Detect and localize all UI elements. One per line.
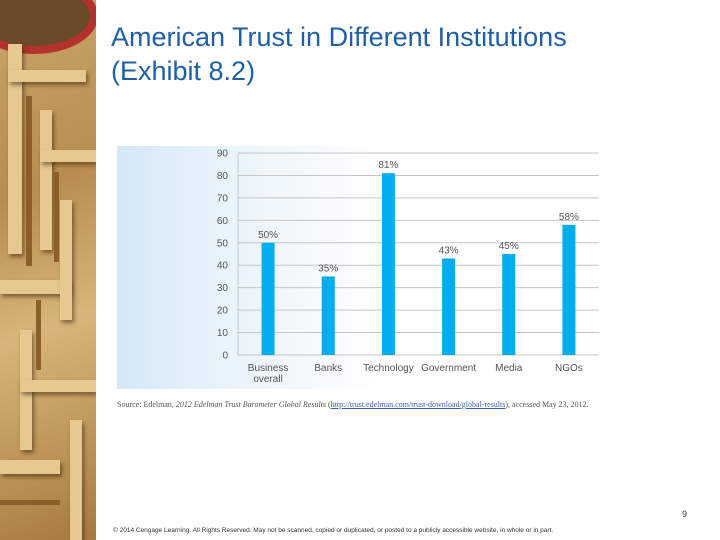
y-tick-label: 30 (217, 283, 229, 294)
source-prefix: Source: Edelman, (117, 400, 176, 409)
bar-0 (261, 242, 275, 355)
category-label: Government (421, 363, 476, 374)
category-label: Banks (314, 363, 342, 374)
decorative-maze-image (0, 0, 96, 540)
y-tick-label: 70 (217, 193, 229, 204)
page-number: 9 (682, 509, 688, 519)
y-tick-label: 20 (217, 306, 229, 317)
source-publication: 2012 Edelman Trust Barometer Global Resu… (175, 400, 327, 409)
category-label: overall (253, 374, 282, 385)
slide-title: American Trust in Different Institutions… (111, 20, 701, 88)
bar-2 (381, 173, 395, 355)
bar-1 (321, 276, 335, 355)
category-label: NGOs (555, 363, 583, 374)
y-tick-label: 60 (217, 216, 229, 227)
chart-panel (117, 146, 607, 389)
data-label: 45% (499, 241, 519, 252)
category-label: Business (248, 363, 289, 374)
slide-title-line-1: American Trust in Different Institutions (111, 22, 567, 52)
y-tick-label: 40 (217, 261, 229, 272)
data-label: 58% (559, 212, 579, 223)
data-label: 43% (439, 245, 459, 256)
y-tick-label: 80 (217, 171, 229, 182)
slide-title-line-2: (Exhibit 8.2) (111, 56, 256, 86)
y-tick-label: 50 (217, 238, 229, 249)
data-label: 35% (318, 263, 338, 274)
bar-4 (502, 254, 516, 355)
category-label: Media (495, 363, 523, 374)
source-citation: Source: Edelman, 2012 Edelman Trust Baro… (117, 400, 697, 409)
category-label: Technology (363, 363, 414, 374)
y-tick-label: 90 (217, 149, 229, 160)
y-tick-label: 10 (217, 328, 229, 339)
data-label: 81% (378, 160, 398, 171)
bar-5 (562, 224, 576, 355)
source-link[interactable]: http://trust.edelman.com/trust-download/… (330, 400, 506, 409)
copyright-footer: © 2014 Cengage Learning. All Rights Rese… (113, 527, 554, 534)
data-label: 50% (258, 230, 278, 241)
source-open-paren: ( (326, 400, 331, 409)
source-suffix: ), accessed May 23, 2012. (505, 400, 589, 409)
bar-3 (442, 258, 456, 355)
y-tick-label: 0 (222, 351, 228, 362)
